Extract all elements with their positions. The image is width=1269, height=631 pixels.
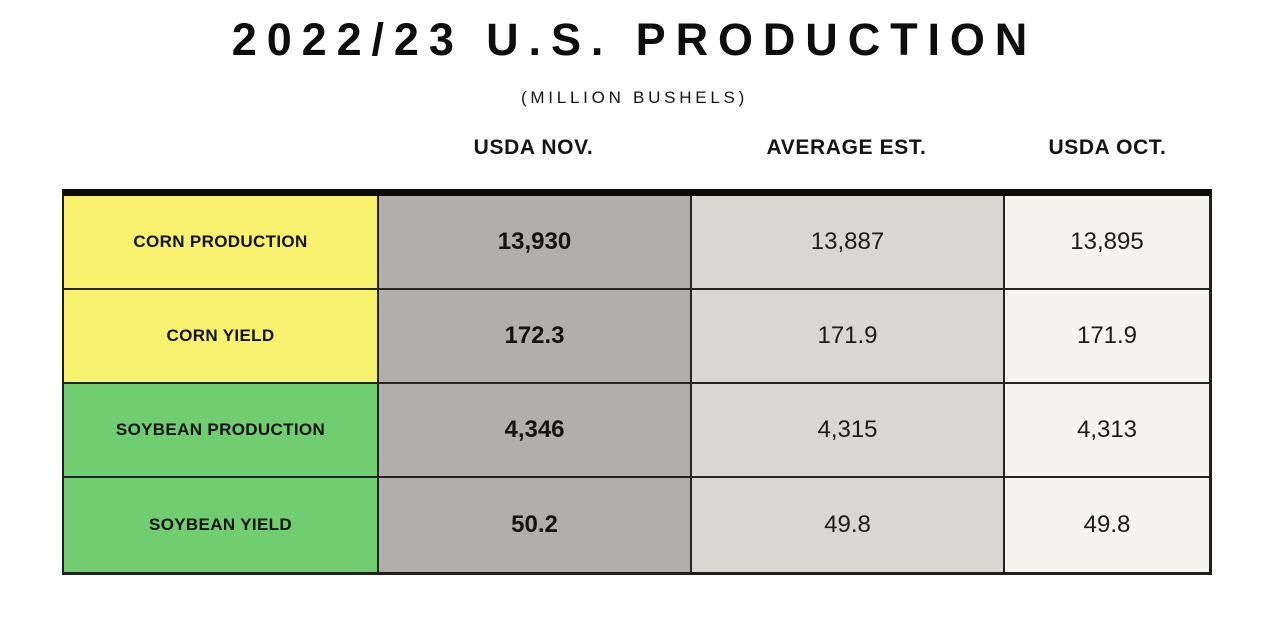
row-label-soybean-yield: SOYBEAN YIELD	[64, 478, 379, 572]
row-label-soybean-production: SOYBEAN PRODUCTION	[64, 384, 379, 478]
page-title: 2022/23 U.S. PRODUCTION	[231, 14, 1038, 65]
column-header-average-est: AVERAGE EST.	[766, 136, 927, 159]
cell-soybean-production-usda-nov: 4,346	[379, 384, 692, 478]
cell-soybean-production-usda-oct: 4,313	[1005, 384, 1209, 478]
column-header-usda-oct: USDA OCT.	[1048, 136, 1167, 159]
cell-corn-yield-usda-nov: 172.3	[379, 290, 692, 384]
cell-corn-production-usda-oct: 13,895	[1005, 196, 1209, 290]
cell-soybean-production-average-est: 4,315	[692, 384, 1005, 478]
cell-corn-yield-average-est: 171.9	[692, 290, 1005, 384]
data-table: CORN PRODUCTION 13,930 13,887 13,895 COR…	[62, 189, 1212, 575]
cell-soybean-yield-usda-oct: 49.8	[1005, 478, 1209, 572]
cell-soybean-yield-usda-nov: 50.2	[379, 478, 692, 572]
cell-corn-production-average-est: 13,887	[692, 196, 1005, 290]
table-header-row: USDA NOV. AVERAGE EST. USDA OCT.	[62, 124, 1212, 172]
cell-corn-yield-usda-oct: 171.9	[1005, 290, 1209, 384]
row-label-corn-yield: CORN YIELD	[64, 290, 379, 384]
cell-soybean-yield-average-est: 49.8	[692, 478, 1005, 572]
page-subtitle: (MILLION BUSHELS)	[520, 88, 748, 107]
row-label-corn-production: CORN PRODUCTION	[64, 196, 379, 290]
header-spacer	[62, 124, 377, 172]
cell-corn-production-usda-nov: 13,930	[379, 196, 692, 290]
column-header-usda-nov: USDA NOV.	[473, 136, 594, 159]
